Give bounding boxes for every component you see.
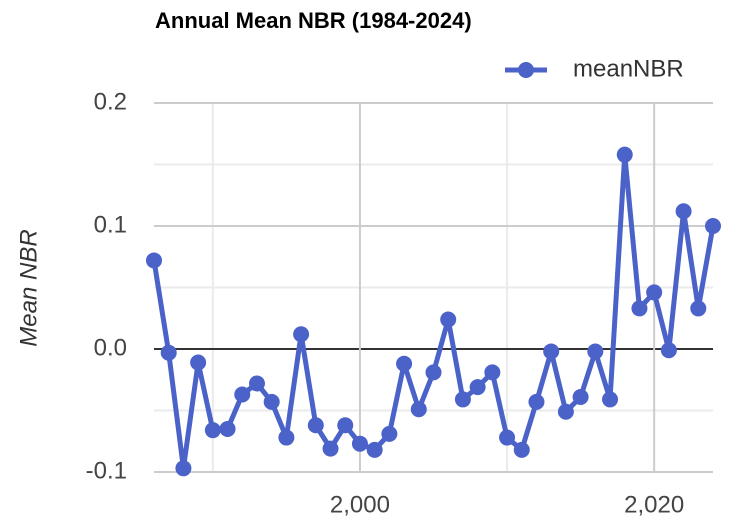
data-point bbox=[410, 401, 427, 418]
data-point bbox=[366, 441, 383, 458]
data-point bbox=[190, 354, 207, 371]
data-point bbox=[160, 344, 177, 361]
data-point bbox=[396, 355, 413, 372]
data-point bbox=[602, 391, 619, 408]
y-tick-label: 0.0 bbox=[94, 334, 127, 361]
data-point bbox=[469, 379, 486, 396]
data-point bbox=[278, 429, 295, 446]
data-point bbox=[616, 146, 633, 163]
data-point bbox=[675, 203, 692, 220]
y-tick-label: 0.1 bbox=[94, 211, 127, 238]
legend-label: meanNBR bbox=[573, 55, 684, 82]
data-point bbox=[234, 386, 251, 403]
data-point bbox=[204, 422, 221, 439]
data-point bbox=[425, 364, 442, 381]
x-tick-label: 2,020 bbox=[624, 491, 684, 518]
data-point bbox=[440, 311, 457, 328]
data-point bbox=[263, 393, 280, 410]
y-axis-label: Mean NBR bbox=[15, 229, 42, 346]
data-point bbox=[454, 391, 471, 408]
data-point bbox=[660, 342, 677, 359]
data-point bbox=[705, 218, 721, 234]
data-point bbox=[528, 393, 545, 410]
data-point bbox=[322, 440, 339, 457]
data-point bbox=[646, 284, 663, 301]
data-point bbox=[248, 375, 265, 392]
data-point bbox=[499, 429, 516, 446]
chart-title: Annual Mean NBR (1984-2024) bbox=[155, 8, 472, 33]
data-point bbox=[219, 420, 236, 437]
data-point bbox=[175, 460, 192, 477]
data-point bbox=[381, 425, 398, 442]
data-line bbox=[151, 152, 716, 471]
data-point bbox=[513, 441, 530, 458]
data-point bbox=[307, 417, 324, 434]
data-point bbox=[587, 343, 604, 360]
data-point bbox=[543, 343, 560, 360]
data-point bbox=[351, 435, 368, 452]
data-point bbox=[572, 388, 589, 405]
data-point bbox=[484, 364, 501, 381]
y-tick-label: -0.1 bbox=[86, 457, 127, 484]
data-point bbox=[293, 326, 310, 343]
data-point bbox=[557, 403, 574, 420]
data-point bbox=[146, 252, 162, 269]
data-point bbox=[337, 417, 354, 434]
legend-marker bbox=[518, 62, 534, 78]
data-point bbox=[631, 300, 648, 317]
y-tick-label: 0.2 bbox=[94, 88, 127, 115]
data-point bbox=[690, 300, 707, 317]
x-tick-label: 2,000 bbox=[330, 491, 390, 518]
